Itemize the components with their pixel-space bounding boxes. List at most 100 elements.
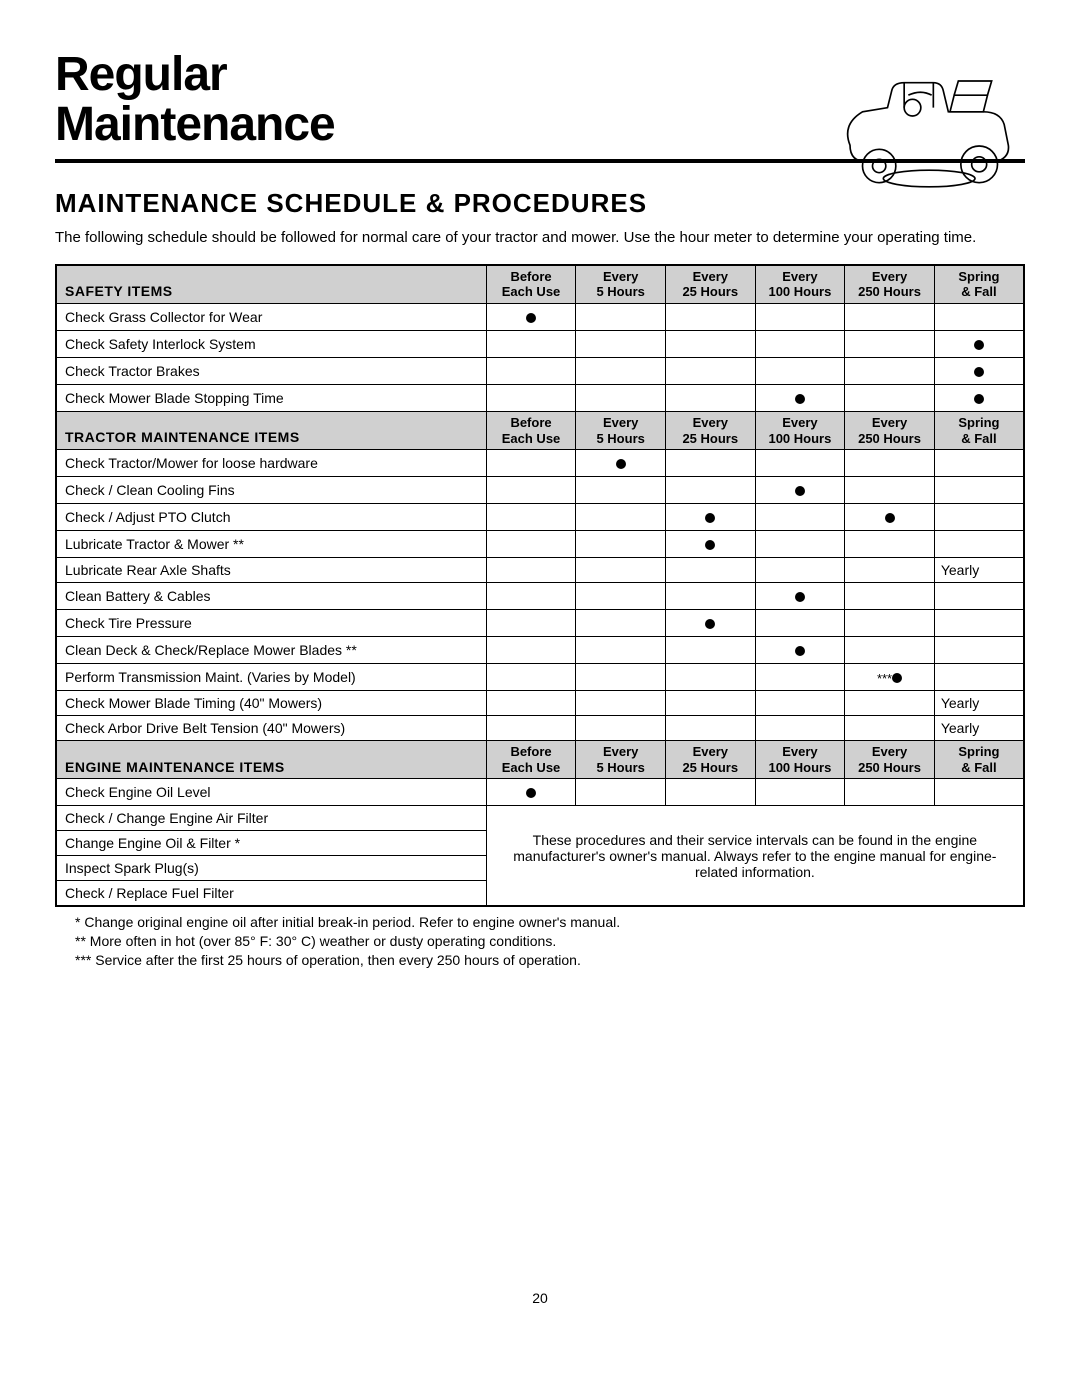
column-header: Every100 Hours (755, 411, 845, 449)
item-label: Lubricate Rear Axle Shafts (56, 558, 486, 583)
title-line1: Regular (55, 48, 227, 101)
schedule-cell (934, 504, 1024, 531)
schedule-cell (486, 450, 576, 477)
schedule-cell (665, 531, 755, 558)
schedule-cell (576, 664, 666, 691)
item-label: Check Tractor/Mower for loose hardware (56, 450, 486, 477)
page-number: 20 (55, 1290, 1025, 1306)
column-header: BeforeEach Use (486, 265, 576, 304)
schedule-cell (665, 716, 755, 741)
column-header: Every5 Hours (576, 265, 666, 304)
schedule-cell (755, 716, 845, 741)
item-label: Clean Deck & Check/Replace Mower Blades … (56, 637, 486, 664)
table-row: Clean Battery & Cables (56, 583, 1024, 610)
schedule-cell (845, 531, 935, 558)
schedule-cell (755, 610, 845, 637)
item-label: Check Engine Oil Level (56, 779, 486, 806)
schedule-cell (486, 716, 576, 741)
schedule-cell (665, 558, 755, 583)
table-row: Check Tractor Brakes (56, 357, 1024, 384)
schedule-cell (576, 504, 666, 531)
schedule-cell (755, 330, 845, 357)
column-header: Every25 Hours (665, 265, 755, 304)
schedule-cell (755, 450, 845, 477)
footnote-line: ** More often in hot (over 85° F: 30° C)… (75, 932, 1025, 951)
schedule-cell (576, 477, 666, 504)
schedule-cell: Yearly (934, 716, 1024, 741)
schedule-cell (486, 384, 576, 411)
schedule-cell (665, 691, 755, 716)
schedule-cell: Yearly (934, 691, 1024, 716)
column-header: Every25 Hours (665, 411, 755, 449)
schedule-cell (665, 357, 755, 384)
column-header: Every5 Hours (576, 741, 666, 779)
schedule-cell (576, 558, 666, 583)
schedule-cell (665, 504, 755, 531)
schedule-cell (576, 450, 666, 477)
tractor-icon (825, 66, 1025, 191)
section-label: ENGINE MAINTENANCE ITEMS (56, 741, 486, 779)
schedule-cell (755, 558, 845, 583)
schedule-cell (665, 637, 755, 664)
column-header: BeforeEach Use (486, 741, 576, 779)
table-row: Check / Change Engine Air FilterThese pr… (56, 806, 1024, 831)
schedule-cell (486, 558, 576, 583)
maintenance-table: SAFETY ITEMSBeforeEach UseEvery5 HoursEv… (55, 264, 1025, 908)
column-header: Spring& Fall (934, 265, 1024, 304)
item-label: Check Mower Blade Timing (40" Mowers) (56, 691, 486, 716)
section-heading: MAINTENANCE SCHEDULE & PROCEDURES (55, 188, 1025, 219)
table-row: Check Grass Collector for Wear (56, 303, 1024, 330)
schedule-cell (755, 664, 845, 691)
schedule-cell (665, 583, 755, 610)
section-label: TRACTOR MAINTENANCE ITEMS (56, 411, 486, 449)
page-title: Regular Maintenance (55, 50, 335, 151)
table-row: Check Arbor Drive Belt Tension (40" Mowe… (56, 716, 1024, 741)
table-row: Check Mower Blade Timing (40" Mowers) Yea… (56, 691, 1024, 716)
table-section-header: TRACTOR MAINTENANCE ITEMSBeforeEach Use E… (56, 411, 1024, 449)
intro-text: The following schedule should be followe… (55, 229, 1025, 246)
schedule-cell (755, 384, 845, 411)
schedule-cell (755, 691, 845, 716)
schedule-cell (845, 583, 935, 610)
column-header: BeforeEach Use (486, 411, 576, 449)
schedule-cell (665, 610, 755, 637)
item-label: Check / Change Engine Air Filter (56, 806, 486, 831)
column-header: Every25 Hours (665, 741, 755, 779)
table-section-header: ENGINE MAINTENANCE ITEMSBeforeEach UseEv… (56, 741, 1024, 779)
schedule-cell (665, 477, 755, 504)
schedule-cell (845, 716, 935, 741)
engine-note: These procedures and their service inter… (486, 806, 1024, 907)
table-row: Check Tractor/Mower for loose hardware (56, 450, 1024, 477)
schedule-cell (845, 384, 935, 411)
schedule-cell (576, 384, 666, 411)
schedule-cell (486, 583, 576, 610)
footnotes: * Change original engine oil after initi… (55, 913, 1025, 970)
schedule-cell (576, 357, 666, 384)
schedule-cell (576, 531, 666, 558)
schedule-cell (755, 779, 845, 806)
section-label: SAFETY ITEMS (56, 265, 486, 304)
schedule-cell (845, 450, 935, 477)
schedule-cell (576, 303, 666, 330)
schedule-cell (934, 664, 1024, 691)
schedule-cell (845, 691, 935, 716)
schedule-cell (934, 610, 1024, 637)
footnote-line: * Change original engine oil after initi… (75, 913, 1025, 932)
table-row: Check Tire Pressure (56, 610, 1024, 637)
schedule-cell (576, 691, 666, 716)
item-label: Lubricate Tractor & Mower ** (56, 531, 486, 558)
schedule-cell (755, 303, 845, 330)
schedule-cell (845, 303, 935, 330)
schedule-cell (845, 637, 935, 664)
schedule-cell: Yearly (934, 558, 1024, 583)
item-label: Check Grass Collector for Wear (56, 303, 486, 330)
table-row: Lubricate Tractor & Mower ** (56, 531, 1024, 558)
schedule-cell (486, 303, 576, 330)
column-header: Spring& Fall (934, 741, 1024, 779)
schedule-cell (845, 779, 935, 806)
item-label: Change Engine Oil & Filter * (56, 831, 486, 856)
schedule-cell (845, 330, 935, 357)
schedule-cell (934, 531, 1024, 558)
item-label: Check Safety Interlock System (56, 330, 486, 357)
item-label: Check / Adjust PTO Clutch (56, 504, 486, 531)
